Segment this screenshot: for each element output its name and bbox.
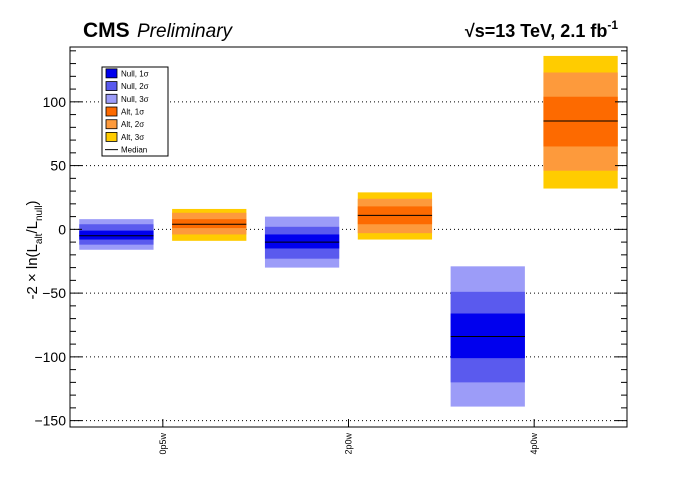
- x-tick-label: 4p0w: [529, 432, 539, 454]
- experiment-label: CMS: [83, 19, 130, 42]
- y-tick-label: −50: [42, 285, 66, 301]
- plot-boxes: [79, 55, 618, 407]
- legend-label: Null, 2σ: [121, 82, 149, 91]
- legend-label: Median: [121, 146, 147, 155]
- alt-1sigma-band: [172, 219, 247, 229]
- y-tick-label: 50: [50, 158, 66, 174]
- null-1sigma-band: [79, 230, 154, 240]
- y-label-main: -2 × ln(L: [24, 244, 41, 299]
- legend-swatch: [105, 119, 118, 130]
- legend-swatch: [105, 106, 118, 117]
- legend-label: Alt, 1σ: [121, 108, 144, 117]
- legend-swatch: [105, 132, 118, 142]
- legend-swatch: [105, 68, 118, 79]
- axes: −150 −100 −50 0 50 100 0p5w 2p0w 4p0w: [34, 46, 628, 455]
- legend: Null, 1σ Null, 2σ Null, 3σ Alt, 1σ Alt, 2σ Al…: [101, 66, 169, 157]
- y-label-slash: /L: [24, 221, 41, 234]
- legend-swatch: [105, 81, 118, 91]
- y-label-sub-null: null: [34, 205, 45, 221]
- y-label-close: ): [24, 200, 41, 205]
- x-tick-label: 0p5w: [158, 432, 168, 454]
- legend-label: Alt, 3σ: [121, 133, 144, 142]
- legend-label: Null, 3σ: [121, 95, 149, 104]
- y-tick-label: −150: [34, 413, 66, 429]
- legend-label: Alt, 2σ: [121, 120, 144, 129]
- null-1sigma-band: [264, 234, 340, 249]
- x-tick-label: 2p0w: [344, 432, 354, 454]
- legend-swatch: [105, 93, 118, 104]
- lumi-exponent: -1: [607, 18, 618, 32]
- y-tick-label: 100: [43, 94, 67, 110]
- energy-lumi-label: √s=13 TeV, 2.1 fb-1: [465, 18, 618, 41]
- legend-label: Null, 1σ: [121, 69, 149, 78]
- alt-1sigma-band: [543, 96, 618, 147]
- sqrt-symbol: √: [465, 21, 475, 41]
- y-tick-label: −100: [34, 349, 66, 365]
- y-axis-title: -2 × ln(Lalt/Lnull): [24, 200, 45, 299]
- y-label-sub-alt: alt: [34, 233, 45, 244]
- null-1sigma-band: [450, 313, 525, 359]
- y-tick-label: 0: [58, 221, 66, 237]
- energy-text: s=13 TeV, 2.1 fb: [475, 21, 608, 41]
- status-label: Preliminary: [137, 21, 234, 42]
